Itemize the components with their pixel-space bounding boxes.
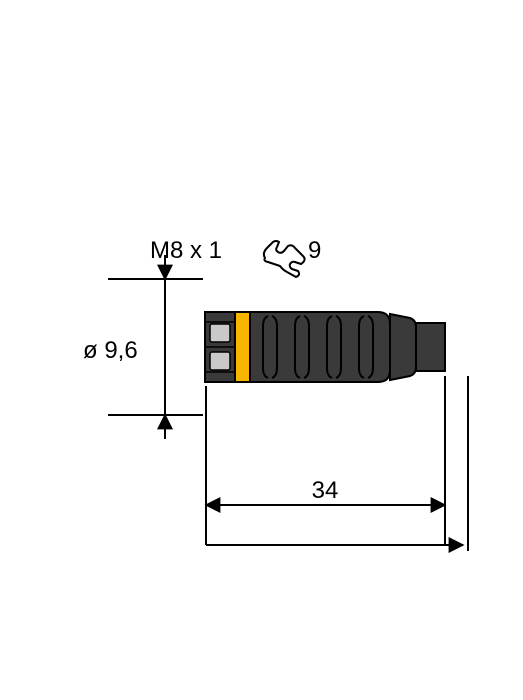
- length-label: 34: [312, 477, 339, 504]
- wrench-icon: [264, 241, 305, 277]
- connector-illustration: [205, 312, 445, 382]
- wrench-size: 9: [308, 237, 321, 264]
- thread-label: M8 x 1: [150, 237, 222, 264]
- cable-stub: [416, 323, 445, 371]
- id-ring: [235, 312, 250, 382]
- pin-window-top: [210, 324, 230, 342]
- dim-open-bottom: [206, 376, 468, 551]
- diameter-label: ø 9,6: [83, 337, 138, 364]
- strain-relief: [390, 314, 416, 380]
- grip-body: [250, 312, 390, 382]
- pin-window-bottom: [210, 352, 230, 370]
- dim-length: [206, 376, 445, 545]
